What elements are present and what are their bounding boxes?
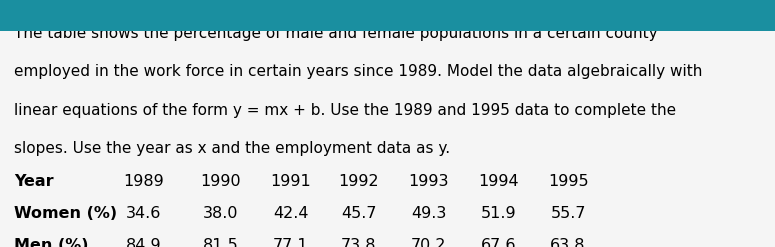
Text: 73.8: 73.8: [341, 238, 377, 247]
Text: 55.7: 55.7: [550, 206, 586, 221]
Text: Women (%): Women (%): [14, 206, 117, 221]
Text: 51.9: 51.9: [480, 206, 516, 221]
Text: 49.3: 49.3: [411, 206, 446, 221]
Text: 1993: 1993: [408, 174, 449, 189]
Text: 67.6: 67.6: [480, 238, 516, 247]
Text: 1995: 1995: [548, 174, 588, 189]
Text: slopes. Use the year as x and the employment data as y.: slopes. Use the year as x and the employ…: [14, 141, 450, 156]
Text: 45.7: 45.7: [341, 206, 377, 221]
Text: 70.2: 70.2: [411, 238, 446, 247]
Text: Men (%): Men (%): [14, 238, 88, 247]
Text: 1992: 1992: [339, 174, 379, 189]
Text: 1994: 1994: [478, 174, 518, 189]
Text: linear equations of the form y = mx + b. Use the 1989 and 1995 data to complete : linear equations of the form y = mx + b.…: [14, 103, 676, 118]
Text: 42.4: 42.4: [273, 206, 308, 221]
Text: The table shows the percentage of male and female populations in a certain count: The table shows the percentage of male a…: [14, 26, 657, 41]
Text: 38.0: 38.0: [203, 206, 239, 221]
Text: 34.6: 34.6: [126, 206, 161, 221]
Text: 1990: 1990: [201, 174, 241, 189]
Text: 81.5: 81.5: [203, 238, 239, 247]
Text: 1989: 1989: [123, 174, 164, 189]
Text: 63.8: 63.8: [550, 238, 586, 247]
Text: 84.9: 84.9: [126, 238, 161, 247]
Text: 77.1: 77.1: [273, 238, 308, 247]
Text: 1991: 1991: [270, 174, 311, 189]
Text: employed in the work force in certain years since 1989. Model the data algebraic: employed in the work force in certain ye…: [14, 64, 702, 79]
Text: Year: Year: [14, 174, 53, 189]
